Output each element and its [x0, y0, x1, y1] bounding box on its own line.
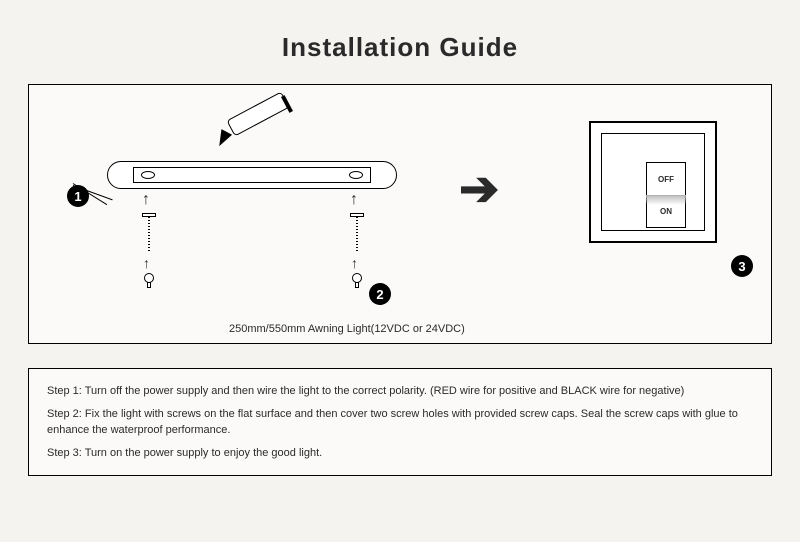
steps-panel: Step 1: Turn off the power supply and th…: [28, 368, 772, 476]
screw-hole-icon: [349, 171, 363, 179]
switch-shadow: [646, 195, 686, 205]
step-badge-3: 3: [731, 255, 753, 277]
arrow-up-icon: ↑: [351, 255, 358, 271]
product-caption: 250mm/550mm Awning Light(12VDC or 24VDC): [229, 323, 465, 335]
switch-plate: OFF ON: [589, 121, 717, 243]
diagram-panel: ↑ ↑ ↑ ↑ 1 2 ➔ OFF ON 3 250mm/550mm Awnin…: [28, 84, 772, 344]
step-3-text: Step 3: Turn on the power supply to enjo…: [47, 445, 753, 462]
screw-hole-icon: [141, 171, 155, 179]
switch-plate-inner: OFF ON: [601, 133, 705, 231]
glue-tube-icon: [227, 105, 289, 123]
arrow-up-icon: ↑: [142, 191, 150, 209]
screw-icon: [142, 213, 156, 251]
screw-icon: [350, 213, 364, 251]
arrow-right-icon: ➔: [459, 161, 499, 217]
arrow-up-icon: ↑: [143, 255, 150, 271]
switch-off-label: OFF: [647, 163, 685, 195]
step-1-text: Step 1: Turn off the power supply and th…: [47, 383, 753, 400]
step-badge-2: 2: [369, 283, 391, 305]
step-badge-1: 1: [67, 185, 89, 207]
screw-cap-icon: [144, 273, 154, 289]
screw-cap-icon: [352, 273, 362, 289]
page-title: Installation Guide: [0, 0, 800, 63]
arrow-up-icon: ↑: [350, 191, 358, 209]
awning-light-face: [133, 167, 371, 183]
step-2-text: Step 2: Fix the light with screws on the…: [47, 406, 753, 439]
